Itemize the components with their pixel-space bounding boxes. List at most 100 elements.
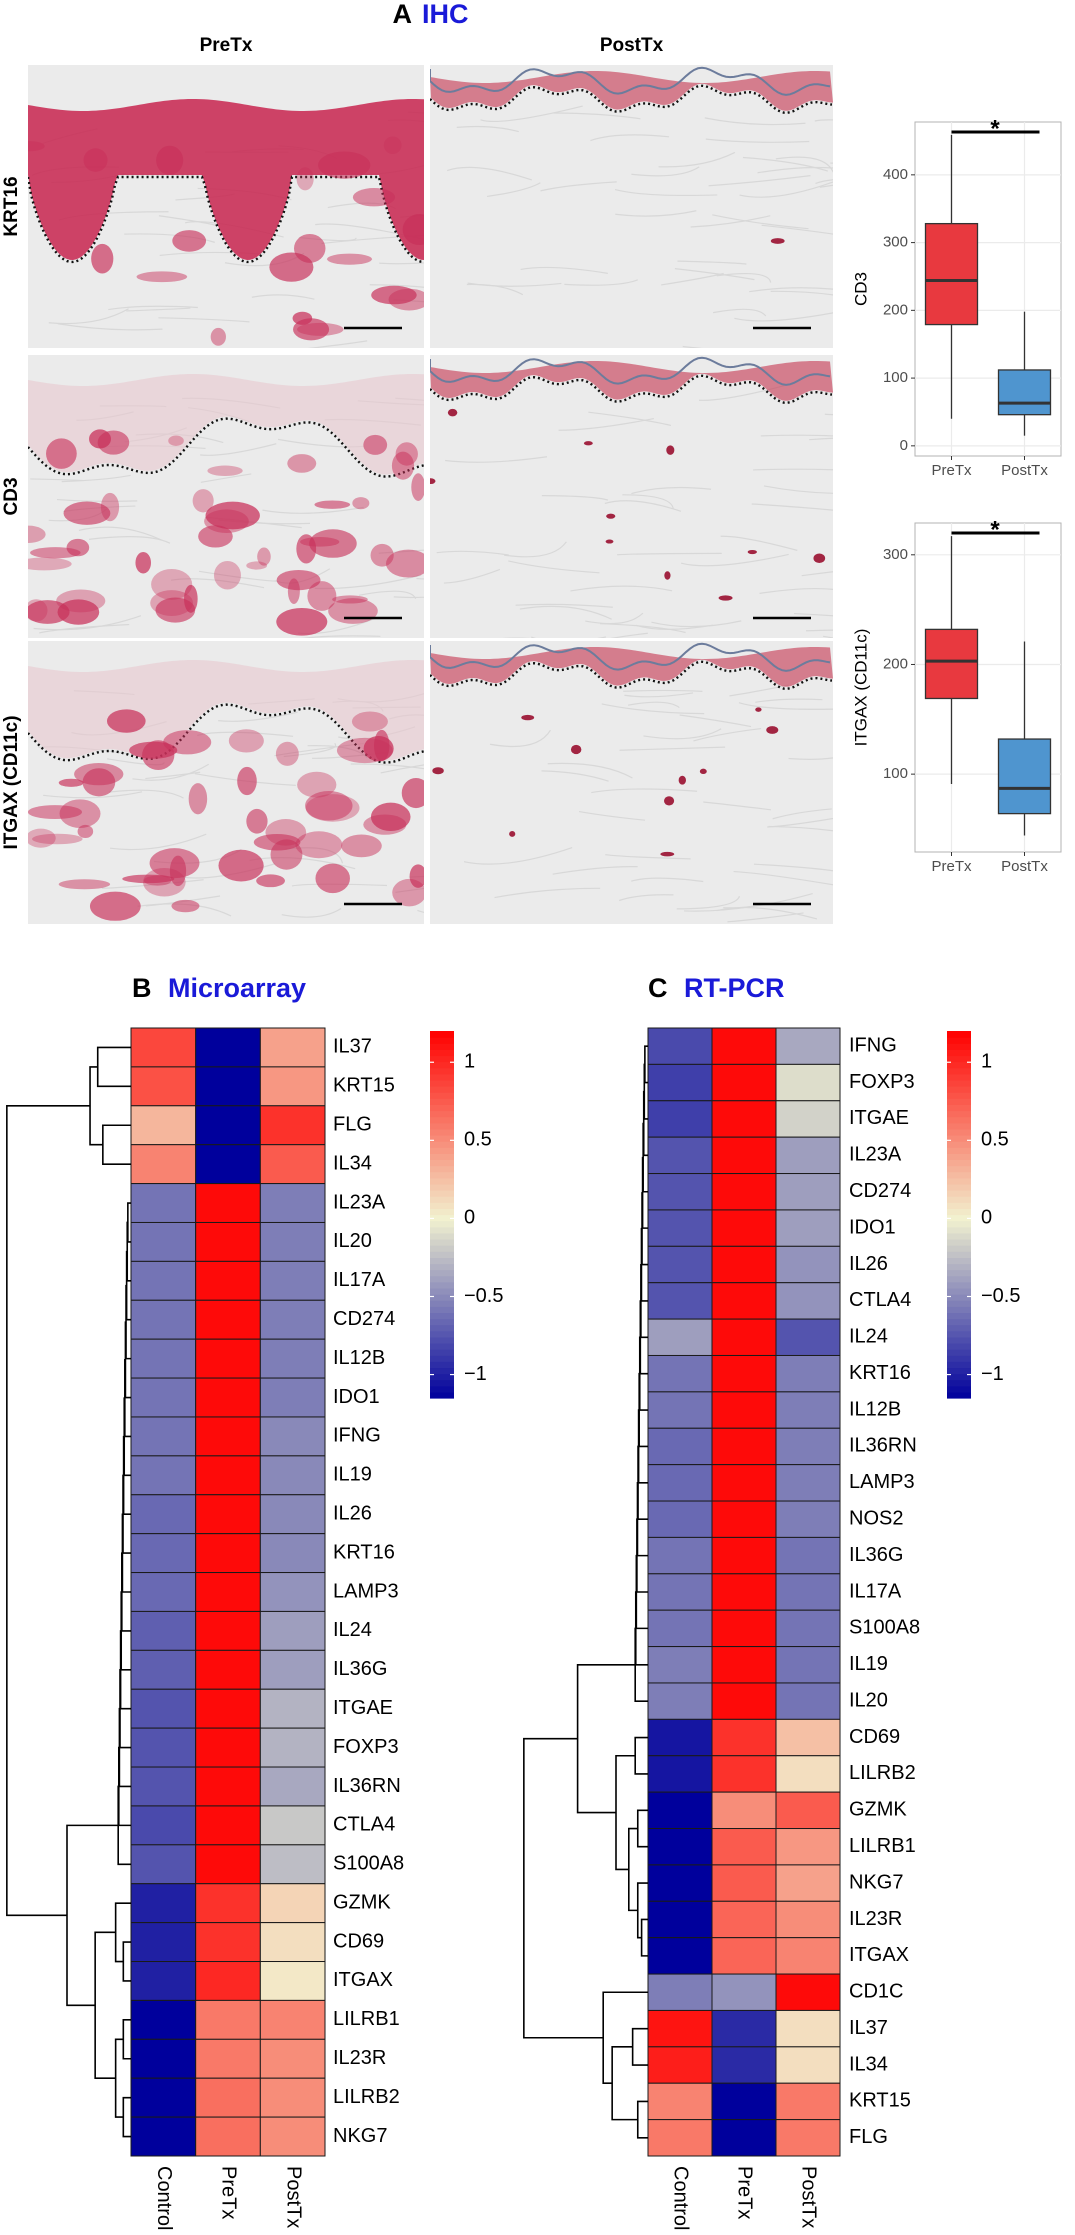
colorbar-segment — [430, 1122, 454, 1130]
heatmap-cell — [130, 1999, 197, 2040]
heatmap-cell — [195, 2038, 261, 2079]
heatmap-cell — [711, 1464, 777, 1502]
colorbar-segment — [947, 1361, 971, 1369]
heatmap-cell — [711, 1318, 777, 1356]
heatmap-cell — [130, 1610, 197, 1651]
stain-spot — [606, 513, 616, 519]
tissue-fiber — [417, 909, 424, 913]
stain-spot — [296, 534, 317, 564]
row-label: IL37 — [849, 2017, 888, 2039]
stain-spot — [89, 429, 111, 449]
stain-spot — [296, 167, 314, 191]
stain-spot — [275, 741, 299, 766]
tissue-fiber — [218, 711, 298, 722]
colorbar-segment — [947, 1312, 971, 1320]
heatmap-cell — [711, 1828, 777, 1866]
stain-spot — [77, 824, 94, 839]
row-label: LAMP3 — [333, 1580, 399, 1602]
tissue-background — [430, 65, 833, 348]
colorbar-segment — [430, 1092, 454, 1099]
heatmap-cell — [647, 1791, 713, 1830]
heatmap-cell — [711, 1864, 777, 1902]
stain-spot — [204, 509, 249, 534]
tissue-fiber — [814, 119, 833, 122]
heatmap-cell — [647, 1609, 713, 1648]
colorbar-segment — [430, 1257, 454, 1265]
row-label: IL34 — [333, 1152, 372, 1174]
stain-spot — [411, 473, 424, 501]
heatmap-cell — [259, 1610, 326, 1651]
row-label: S100A8 — [849, 1617, 920, 1639]
colorbar-segment — [430, 1110, 454, 1118]
dendrogram — [523, 1737, 604, 2039]
heatmap-cell — [711, 2046, 777, 2084]
tissue-fiber — [643, 728, 722, 740]
dendrogram — [576, 1663, 636, 1814]
colorbar-segment — [430, 1165, 454, 1173]
colorbar-tick-label: 1 — [981, 1051, 992, 1073]
heatmap-cell — [711, 2082, 777, 2121]
stain-spot — [678, 775, 686, 785]
heatmap-cell — [259, 1027, 326, 1068]
heatmap-cell — [130, 1377, 197, 1418]
dendrogram — [125, 1284, 131, 1360]
colorbar-segment — [430, 1238, 454, 1246]
ihc-image — [430, 641, 833, 953]
colorbar-segment — [430, 1128, 454, 1136]
row-label: KRT16 — [1, 176, 22, 236]
heatmap-cell — [195, 1416, 261, 1457]
heatmap-cell — [775, 2009, 841, 2048]
colorbar-segment — [947, 1275, 971, 1283]
stain-spot — [293, 233, 326, 263]
tissue-fiber — [704, 117, 806, 126]
dendrogram — [634, 1591, 648, 1666]
epidermis — [28, 660, 424, 761]
stain-spot — [136, 271, 188, 283]
stain-spot — [570, 744, 582, 755]
tissue-fiber — [200, 473, 252, 483]
stain-spot — [30, 547, 81, 559]
colorbar-segment — [947, 1171, 971, 1179]
colorbar-segment — [430, 1159, 454, 1167]
stain-spot — [155, 597, 196, 623]
tissue-fiber — [393, 596, 424, 599]
row-label: ITGAX — [333, 1969, 393, 1991]
dendrogram — [126, 1221, 131, 1282]
heatmap-cell — [775, 2119, 841, 2157]
stain-spot — [28, 600, 70, 624]
heatmap-cell — [775, 1136, 841, 1175]
heatmap-cell — [775, 1500, 841, 1538]
row-label: NOS2 — [849, 1508, 903, 1530]
heatmap-cell — [259, 1377, 326, 1418]
stain-spot — [402, 214, 424, 246]
stain-spot — [432, 767, 444, 775]
ihc-image — [28, 65, 424, 348]
heatmap-cell — [259, 1144, 326, 1185]
stain-spot — [82, 768, 116, 797]
tissue-fiber — [508, 560, 600, 574]
dendrogram — [634, 1736, 648, 1775]
stain-spot — [28, 805, 82, 820]
stain-spot — [213, 560, 241, 590]
y-tick-label: 100 — [883, 765, 908, 782]
row-label: IL23R — [333, 2047, 386, 2069]
heatmap-cell — [711, 1791, 777, 1830]
tissue-fiber — [564, 279, 638, 286]
tissue-fiber — [369, 284, 424, 288]
colorbar-segment — [947, 1232, 971, 1240]
stain-spot — [156, 145, 184, 175]
tissue-fiber — [742, 156, 829, 172]
tissue-fiber — [634, 938, 701, 953]
row-label: IL23R — [849, 1908, 902, 1930]
colorbar-segment — [947, 1086, 971, 1093]
row-label: IL34 — [849, 2053, 888, 2075]
colorbar-segment — [430, 1141, 454, 1148]
colorbar-segment — [947, 1134, 971, 1142]
colorbar-tick-label: −0.5 — [464, 1285, 503, 1307]
heatmap-cell — [195, 1183, 261, 1223]
dendrogram — [642, 1090, 648, 1157]
tissue-fiber — [708, 175, 811, 187]
heatmap-cell — [130, 1533, 197, 1574]
tissue-fiber — [823, 635, 833, 638]
colorbar-segment — [430, 1263, 454, 1271]
